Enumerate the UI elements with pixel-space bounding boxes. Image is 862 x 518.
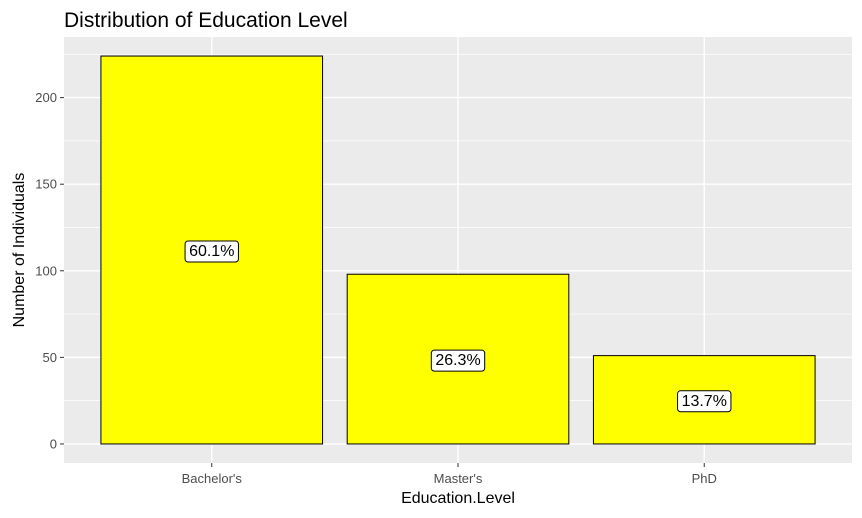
- x-axis-title: Education.Level: [401, 490, 515, 507]
- data-label-box: [430, 349, 486, 372]
- y-tick-label: 100: [35, 263, 57, 278]
- data-label-box: [184, 240, 239, 263]
- data-labels: 60.1% 26.3% 13.7%: [184, 240, 732, 413]
- data-label: 60.1%: [184, 240, 239, 263]
- y-axis-title: Number of Individuals: [11, 173, 28, 328]
- chart-title: Distribution of Education Level: [64, 9, 348, 32]
- x-tick-label: Master's: [434, 471, 483, 486]
- y-tick-label: 0: [50, 436, 57, 451]
- y-tick-label: 200: [35, 90, 57, 105]
- data-label-text: 13.7%: [682, 393, 727, 410]
- x-axis: Bachelor's Master's PhD: [182, 463, 717, 486]
- data-label: 13.7%: [677, 390, 732, 413]
- x-tick-label: PhD: [692, 471, 717, 486]
- y-tick-label: 50: [43, 350, 57, 365]
- data-label-text: 26.3%: [435, 352, 480, 369]
- y-tick-label: 150: [35, 177, 57, 192]
- data-label-box: [677, 390, 732, 413]
- data-label-text: 60.1%: [189, 243, 234, 260]
- x-tick-label: Bachelor's: [182, 471, 243, 486]
- data-label: 26.3%: [430, 349, 486, 372]
- y-axis: 0 50 100 150 200: [35, 90, 64, 451]
